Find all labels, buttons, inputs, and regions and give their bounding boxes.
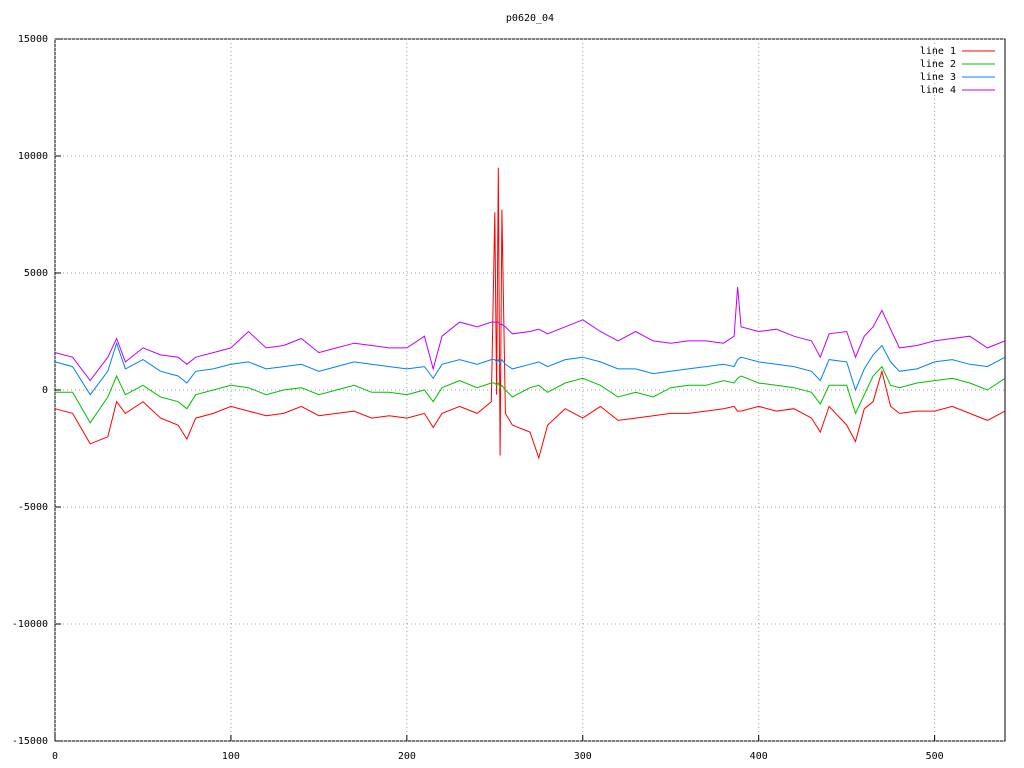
legend-label: line 3 — [920, 72, 956, 83]
y-tick-label: 0 — [42, 385, 48, 396]
x-tick-label: 500 — [926, 751, 944, 762]
legend-label: line 1 — [920, 46, 956, 57]
y-tick-label: -15000 — [12, 736, 48, 747]
series-line — [54, 167, 1006, 460]
legend-label: line 2 — [920, 59, 956, 70]
chart-title: p0620_04 — [506, 13, 554, 24]
y-tick-label: -5000 — [18, 502, 48, 513]
plot-frame — [54, 38, 1006, 742]
x-tick-label: 100 — [222, 751, 240, 762]
y-tick-label: 15000 — [18, 34, 48, 45]
series-line — [54, 341, 1006, 396]
x-tick-label: 0 — [52, 751, 58, 762]
y-tick-label: 10000 — [18, 151, 48, 162]
legend-label: line 4 — [920, 85, 956, 96]
x-tick-label: 200 — [398, 751, 416, 762]
series-line — [54, 286, 1006, 382]
x-tick-label: 400 — [750, 751, 768, 762]
y-tick-label: -10000 — [12, 619, 48, 630]
x-tick-label: 300 — [574, 751, 592, 762]
series-line — [55, 365, 1006, 424]
y-tick-label: 5000 — [24, 268, 48, 279]
